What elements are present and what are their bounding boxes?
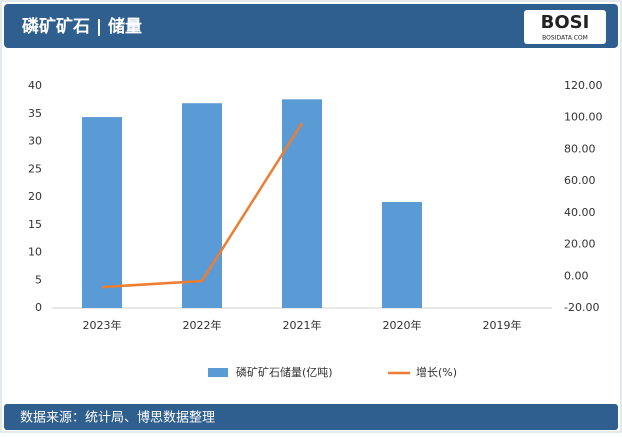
y-tick-label: 30 (28, 135, 42, 148)
y2-tick-label: 60.00 (564, 174, 596, 187)
legend-swatch (208, 368, 228, 377)
logo-text: BOSI (541, 12, 590, 33)
y2-tick-label: 120.00 (564, 79, 603, 92)
source-note: 数据来源：统计局、博思数据整理 (20, 411, 215, 426)
y-tick-label: 20 (28, 190, 42, 203)
y-tick-label: 0 (35, 301, 42, 314)
x-tick-label: 2022年 (183, 318, 222, 332)
y-tick-label: 25 (28, 162, 42, 175)
logo-subtext: BOSIDATA.COM (542, 35, 588, 42)
line (101, 122, 304, 289)
y-tick-label: 35 (28, 107, 42, 120)
x-tick-label: 2020年 (383, 318, 422, 332)
legend-label: 磷矿矿石储量(亿吨) (236, 365, 333, 379)
chart-title: 磷矿矿石 | 储量 (22, 16, 142, 37)
logo-box (524, 10, 606, 44)
y2-tick-label: -20.00 (564, 301, 599, 314)
y-tick-label: 10 (28, 246, 42, 259)
bar (82, 117, 122, 308)
legend-label: 增长(%) (416, 365, 457, 379)
bar (282, 99, 322, 308)
y2-tick-label: 20.00 (564, 238, 596, 251)
bar (382, 201, 422, 308)
y2-tick-label: 0.00 (564, 269, 589, 282)
y2-tick-label: 100.00 (564, 111, 603, 124)
y-tick-label: 15 (28, 218, 42, 231)
x-tick-label: 2021年 (283, 318, 322, 332)
x-tick-label: 2019年 (483, 318, 522, 332)
header-bar (4, 4, 618, 48)
y2-tick-label: 40.00 (564, 206, 596, 219)
x-tick-label: 2023年 (83, 318, 122, 332)
bar (182, 103, 222, 308)
y-tick-label: 5 (35, 273, 42, 286)
footer-bar (4, 404, 618, 430)
y2-tick-label: 80.00 (564, 142, 596, 155)
y-tick-label: 40 (28, 79, 42, 92)
